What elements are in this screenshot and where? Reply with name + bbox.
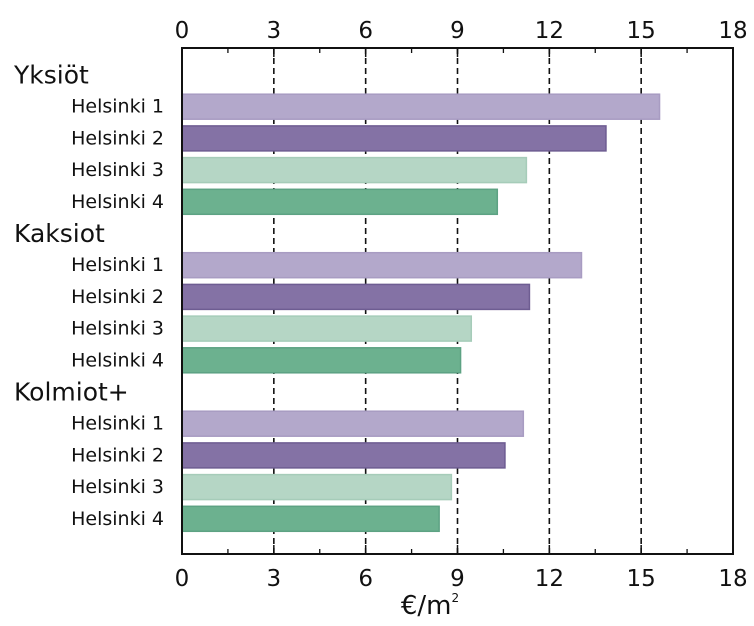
bottom-tick-label-15: 15: [627, 566, 656, 592]
category-label: Helsinki 3: [71, 318, 164, 340]
bar: [181, 347, 462, 374]
bar: [181, 442, 506, 469]
bar: [181, 188, 499, 216]
x-axis-title-superscript: 2: [452, 591, 460, 605]
category-labels: Yksiöt Helsinki 1 Helsinki 2 Helsinki 3 Hels…: [13, 61, 164, 530]
axis-ticks: 0 0 3 3 6 6 9 9 12 12 15 15 18 18: [175, 18, 748, 592]
category-label: Helsinki 1: [71, 96, 164, 118]
category-label: Helsinki 4: [71, 191, 164, 213]
category-label: Helsinki 4: [71, 508, 164, 530]
bar: [181, 156, 528, 184]
category-label: Helsinki 2: [71, 286, 164, 308]
category-label: Helsinki 3: [71, 159, 164, 181]
group-label: Kolmiot+: [14, 378, 129, 407]
top-tick-label-0: 0: [175, 18, 190, 44]
bar: [181, 473, 453, 501]
bar: [181, 410, 525, 437]
bottom-tick-label-3: 3: [267, 566, 282, 592]
bar: [181, 283, 531, 311]
bar: [181, 251, 583, 279]
category-label: Helsinki 1: [71, 254, 164, 276]
x-axis-title: €/m2: [401, 591, 459, 621]
category-label: Helsinki 1: [71, 413, 164, 435]
bar: [181, 93, 661, 120]
bars: [181, 93, 661, 533]
bar: [181, 315, 473, 342]
top-tick-label-15: 15: [627, 18, 656, 44]
bar: [181, 505, 440, 533]
group-label: Kaksiot: [14, 219, 105, 248]
bottom-tick-label-12: 12: [535, 566, 564, 592]
top-tick-label-12: 12: [535, 18, 564, 44]
group-label: Yksiöt: [13, 61, 89, 90]
bottom-tick-label-9: 9: [450, 566, 465, 592]
top-tick-label-18: 18: [718, 18, 747, 44]
top-tick-label-9: 9: [450, 18, 465, 44]
top-tick-label-3: 3: [267, 18, 282, 44]
top-tick-label-6: 6: [358, 18, 373, 44]
bottom-tick-label-18: 18: [718, 566, 747, 592]
bottom-tick-label-6: 6: [358, 566, 373, 592]
bottom-tick-label-0: 0: [175, 566, 190, 592]
bar: [181, 125, 607, 152]
category-label: Helsinki 3: [71, 476, 164, 498]
x-axis-title-text: €/m: [401, 591, 452, 621]
category-label: Helsinki 2: [71, 444, 164, 466]
category-label: Helsinki 4: [71, 349, 164, 371]
category-label: Helsinki 2: [71, 127, 164, 149]
